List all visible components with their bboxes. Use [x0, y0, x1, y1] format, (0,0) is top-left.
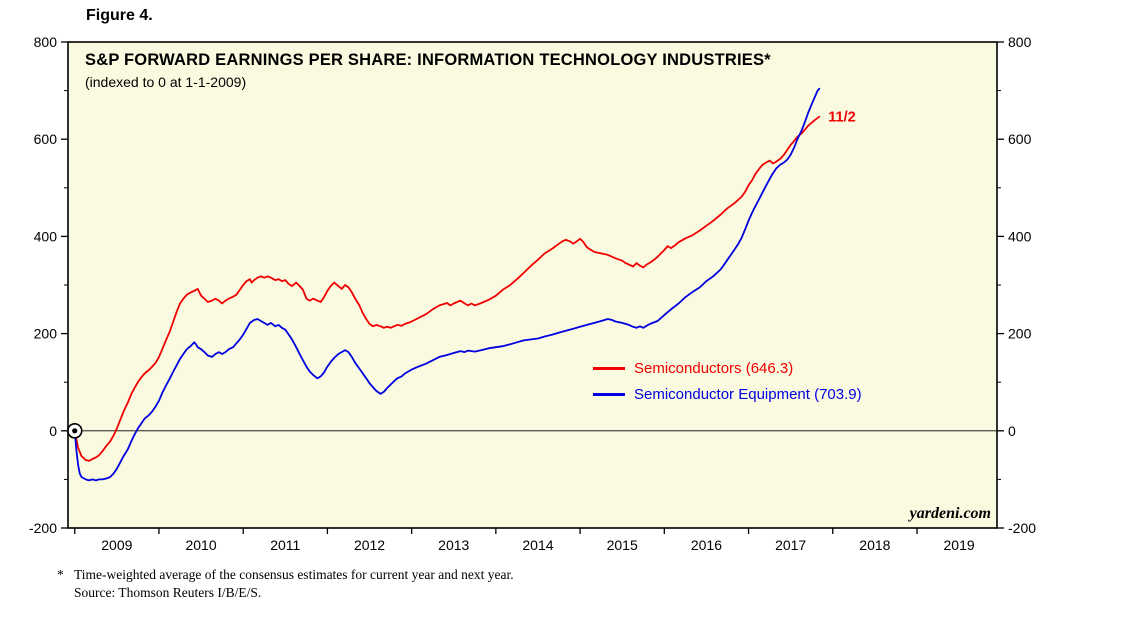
x-axis-label: 2014 — [522, 537, 553, 553]
x-axis-label: 2011 — [270, 537, 300, 553]
origin-bullseye-dot — [72, 428, 78, 434]
legend-swatch-semiconductor-equipment — [593, 392, 625, 396]
x-axis-label: 2016 — [691, 537, 722, 553]
y-axis-label-right: 600 — [1008, 131, 1032, 147]
legend: Semiconductors (646.3) Semiconductor Equ… — [593, 355, 862, 407]
chart-subtitle: (indexed to 0 at 1-1-2009) — [85, 74, 247, 90]
x-axis-label: 2017 — [775, 537, 806, 553]
legend-label-semiconductor-equipment: Semiconductor Equipment (703.9) — [634, 385, 862, 403]
footnote: * Time-weighted average of the consensus… — [57, 566, 514, 601]
series-line-semiconductor-equipment — [73, 87, 821, 482]
chart-title: S&P FORWARD EARNINGS PER SHARE: INFORMAT… — [85, 51, 771, 69]
x-axis-label: 2018 — [859, 537, 890, 553]
y-axis-label-right: -200 — [1008, 520, 1036, 536]
y-axis-label-right: 0 — [1008, 423, 1016, 439]
x-axis-label: 2013 — [438, 537, 469, 553]
series-line-semiconductors — [73, 115, 821, 462]
plot-area — [68, 42, 997, 528]
watermark: yardeni.com — [909, 505, 991, 522]
y-axis-label-left: 600 — [34, 131, 58, 147]
footnote-line1: Time-weighted average of the consensus e… — [74, 567, 514, 582]
x-axis-label: 2019 — [944, 537, 975, 553]
x-axis-label: 2010 — [185, 537, 216, 553]
x-axis-label: 2012 — [354, 537, 385, 553]
origin-marker — [66, 422, 83, 439]
x-axis-label: 2009 — [101, 537, 132, 553]
plot-background — [68, 42, 997, 528]
footnote-asterisk: * — [57, 567, 64, 582]
y-axis-label-left: 200 — [34, 326, 58, 342]
x-axis-label: 2015 — [607, 537, 638, 553]
figure-label: Figure 4. — [86, 7, 153, 24]
y-axis-label-right: 800 — [1008, 34, 1032, 50]
legend-swatch-semiconductors — [593, 366, 625, 370]
y-axis-label-right: 400 — [1008, 228, 1032, 244]
chart-title-block: S&P FORWARD EARNINGS PER SHARE: INFORMAT… — [85, 51, 771, 90]
axes-ticks-and-labels: -200 -200 0 0 200 200 400 400 600 600 800 800 2009 20… — [29, 34, 1036, 553]
y-axis-label-right: 200 — [1008, 326, 1032, 342]
y-axis-label-left: 400 — [34, 228, 58, 244]
y-axis-label-left: 0 — [49, 423, 57, 439]
legend-row-semiconductor-equipment: Semiconductor Equipment (703.9) — [593, 381, 862, 407]
legend-label-semiconductors: Semiconductors (646.3) — [634, 359, 794, 377]
annotation-layer: 11/2 — [828, 110, 855, 126]
footnote-line2: Source: Thomson Reuters I/B/E/S. — [74, 584, 262, 600]
series-lines — [73, 87, 821, 482]
legend-row-semiconductors: Semiconductors (646.3) — [593, 355, 862, 381]
y-axis-label-left: -200 — [29, 520, 57, 536]
y-axis-label-left: 800 — [34, 34, 58, 50]
latest-date-annotation: 11/2 — [828, 110, 855, 126]
